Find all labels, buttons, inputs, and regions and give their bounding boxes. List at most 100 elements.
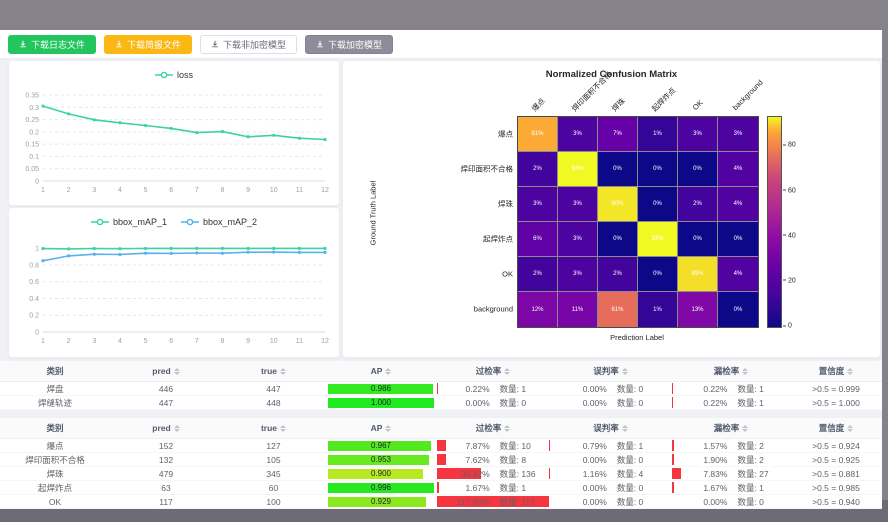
loss-chart-legend: loss: [9, 61, 339, 85]
column-header-误判率[interactable]: 误判率: [549, 422, 672, 434]
legend-item-bbox_mAP_1[interactable]: bbox_mAP_1: [90, 217, 167, 227]
matrix-cell: 3%: [718, 117, 758, 152]
ap-bar-track: 0.967: [328, 440, 434, 451]
sort-caret-icon[interactable]: [742, 367, 749, 375]
sort-caret-icon[interactable]: [847, 424, 854, 432]
column-header-漏检率[interactable]: 漏检率: [672, 365, 790, 377]
table-header-row: 类别 pred true AP 过检率 误判率 漏检率 置信度: [0, 418, 882, 439]
rate-percent: 1.90%: [703, 454, 728, 465]
rate-percent: 0.22%: [465, 383, 490, 394]
sort-caret-icon[interactable]: [504, 424, 511, 432]
column-header-true[interactable]: true: [222, 366, 325, 376]
confusion-matrix-title: Normalized Confusion Matrix: [545, 69, 678, 80]
sort-caret-icon[interactable]: [173, 367, 180, 375]
sort-caret-icon[interactable]: [173, 424, 180, 432]
download-log-button[interactable]: 下载日志文件: [8, 34, 97, 54]
svg-text:1: 1: [35, 246, 39, 253]
download-encrypted-model-button[interactable]: 下载加密模型: [305, 34, 394, 54]
rate-cell: 0.00% 数量: 0: [672, 495, 790, 508]
ap-bar: [328, 468, 424, 479]
rate-cell: 0.22% 数量: 1: [672, 396, 790, 409]
svg-text:0.15: 0.15: [25, 142, 39, 149]
ap-value: 0.986: [370, 384, 392, 393]
legend-item-loss[interactable]: loss: [154, 70, 193, 80]
matrix-cell: 61%: [598, 292, 638, 327]
column-header-误判率[interactable]: 误判率: [549, 365, 672, 377]
rate-bar: [672, 482, 674, 493]
download-report-button[interactable]: 下载简报文件: [104, 34, 193, 54]
sort-asc-icon: [504, 367, 511, 371]
table-row: 焊印面积不合格 132 105 0.953 7.62% 数量: 8 0.00% 数量: 0 1.…: [0, 453, 882, 467]
matrix-cell: 3%: [558, 257, 598, 292]
rate-bar: [437, 454, 446, 465]
cell-confidence: >0.5 = 0.924: [812, 440, 860, 451]
column-header-class: 类别: [0, 422, 110, 434]
sort-desc-icon: [280, 371, 287, 375]
rate-percent: 117.00%: [456, 496, 490, 507]
ap-bar-track: 0.953: [328, 454, 434, 465]
button-label: 下载日志文件: [31, 39, 86, 50]
download-plain-model-button[interactable]: 下载非加密模型: [200, 34, 298, 54]
matrix-cell: 1%: [638, 117, 678, 152]
rate-percent: 1.16%: [582, 468, 607, 479]
sort-caret-icon[interactable]: [504, 367, 511, 375]
matrix-cell: 0%: [678, 152, 718, 187]
sort-asc-icon: [173, 424, 180, 428]
sort-caret-icon[interactable]: [385, 424, 392, 432]
sort-caret-icon[interactable]: [621, 424, 628, 432]
svg-text:3: 3: [92, 338, 96, 345]
sort-caret-icon[interactable]: [280, 424, 287, 432]
column-header-过检率[interactable]: 过检率: [437, 365, 549, 377]
cell-true: 127: [266, 440, 281, 451]
button-label: 下载非加密模型: [223, 39, 287, 50]
matrix-cell: 93%: [558, 152, 598, 187]
sort-caret-icon[interactable]: [385, 367, 392, 375]
sort-caret-icon[interactable]: [280, 367, 287, 375]
sort-caret-icon[interactable]: [742, 424, 749, 432]
data-point: [272, 246, 276, 250]
column-header-漏检率[interactable]: 漏检率: [672, 422, 790, 434]
matrix-row-label: 焊印面积不合格: [460, 164, 514, 173]
matrix-cell: 90%: [598, 187, 638, 222]
button-label: 下载加密模型: [328, 39, 383, 50]
rate-cell: 1.90% 数量: 2: [672, 453, 790, 466]
data-point: [195, 251, 199, 255]
cell-class: 起焊炸点: [37, 482, 72, 493]
column-header-ap[interactable]: AP: [325, 366, 437, 376]
column-header-true[interactable]: true: [222, 423, 325, 433]
matrix-row-label: 焊珠: [498, 199, 513, 208]
sort-caret-icon[interactable]: [847, 367, 854, 375]
sort-desc-icon: [385, 428, 392, 432]
svg-text:9: 9: [246, 338, 250, 345]
column-header-置信度[interactable]: 置信度: [790, 365, 882, 377]
rate-cell: 0.00% 数量: 0: [549, 382, 672, 395]
column-header-ap[interactable]: AP: [325, 423, 437, 433]
sort-asc-icon: [621, 367, 628, 371]
rate-cell: 1.57% 数量: 2: [672, 439, 790, 452]
column-header-置信度[interactable]: 置信度: [790, 422, 882, 434]
sort-caret-icon[interactable]: [621, 367, 628, 375]
data-point: [195, 130, 199, 135]
metrics-table-1: 类别 pred true AP 过检率 误判率 漏检率 置信度 焊盘 446 447 0.986 0.2…: [0, 361, 882, 410]
rate-cell: 1.67% 数量: 1: [672, 481, 790, 494]
legend-label: loss: [176, 70, 193, 80]
rate-cell: 0.00% 数量: 0: [549, 453, 672, 466]
svg-text:11: 11: [296, 338, 303, 345]
matrix-cell: 2%: [678, 187, 718, 222]
column-header-pred[interactable]: pred: [110, 423, 222, 433]
loss-line-chart: 00.050.10.150.20.250.30.351 2 3 4 5 6 7 8 9 10 11 1…: [25, 93, 329, 195]
download-icon: [20, 40, 26, 48]
column-header-pred[interactable]: pred: [110, 366, 222, 376]
download-icon: [212, 40, 218, 48]
column-header-过检率[interactable]: 过检率: [437, 422, 549, 434]
rate-count: 数量: 1: [737, 383, 764, 394]
cell-ap: 0.953: [325, 453, 437, 466]
cell-pred: 132: [158, 454, 174, 465]
matrix-cell: 3%: [558, 222, 598, 257]
column-header-label: 漏检率: [713, 366, 740, 376]
legend-item-bbox_mAP_2[interactable]: bbox_mAP_2: [181, 217, 257, 227]
data-point: [169, 246, 173, 250]
table-row: 爆点 152 127 0.967 7.87% 数量: 10 0.79% 数量: 1 1.57% 数…: [0, 439, 882, 453]
column-header-label: pred: [152, 366, 171, 376]
data-point: [297, 136, 301, 140]
